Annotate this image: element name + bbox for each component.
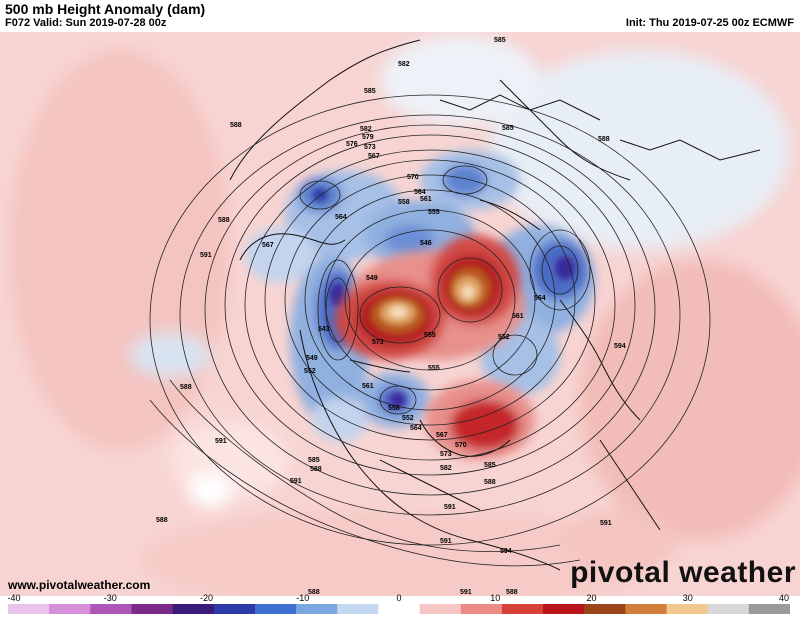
coastlines [229,39,761,571]
height-anomaly-map: 585 582 585 588 582 579 576 573 567 570 … [0,32,800,596]
map-title: 500 mb Height Anomaly (dam) [5,1,206,17]
init-time: Init: Thu 2019-07-25 00z ECMWF [625,17,794,29]
contour-label: 567 [368,153,380,160]
contour-labels: 585 582 585 588 582 579 576 573 567 570 … [156,37,626,596]
contour-label: 573 [364,144,376,151]
brand-logo: pivotal weather [570,556,796,589]
contour-label: 585 [308,457,320,464]
contour-label: 564 [534,295,546,302]
contour-label: 585 [502,125,514,132]
contour-label: 561 [512,313,524,320]
colorbar-swatch [378,604,421,614]
colorbar-tick-label: -10 [296,593,310,603]
contour-label: 552 [498,334,510,341]
contour-label: 588 [310,466,322,473]
colorbar-ticks: -40 -30 -20 -10 0 10 20 30 40 [7,593,790,603]
colorbar-swatch [707,604,750,614]
contour-label: 561 [362,383,374,390]
colorbar-swatch [172,604,215,614]
contour-label: 561 [420,196,432,203]
contour-label: 555 [428,365,440,372]
colorbar-tick-label: 40 [778,593,790,603]
colorbar-tick-label: -20 [199,593,214,603]
contour-label: 594 [614,343,626,350]
colorbar-swatch [543,604,585,614]
colorbar-tick-label: -30 [103,593,117,603]
contour-label: 564 [414,189,426,196]
contour-label: 543 [318,326,330,333]
contour-label: 591 [440,538,452,545]
contour-label: 570 [455,442,467,449]
contour-label: 579 [362,134,374,141]
contour-label: 570 [407,174,419,181]
colorbar-tick-label: 10 [490,593,501,603]
contour-label: 591 [290,478,302,485]
contour-label: 573 [440,451,452,458]
colorbar-swatch [49,604,91,614]
contour-label: 555 [428,209,440,216]
contour-label: 588 [218,217,230,224]
contour-label: 549 [366,275,378,282]
colorbar-tick-label: 0 [396,593,402,603]
colorbar [8,604,790,614]
contour-label: 588 [308,589,320,596]
colorbar-swatch [584,604,626,614]
colorbar-tick-label: -40 [7,593,21,603]
contour-label: 585 [494,37,506,44]
colorbar-swatch [131,604,174,614]
contour-label: 591 [444,504,456,511]
contour-label: 567 [262,242,274,249]
colorbar-tick-label: 30 [682,593,693,603]
colorbar-swatch [213,604,256,614]
contour-label: 564 [335,214,347,221]
height-contours [149,94,711,567]
contour-label: 582 [398,61,410,68]
contour-label: 585 [364,88,376,95]
contour-label: 591 [460,589,472,596]
contour-label: 588 [506,589,518,596]
trough-cores [312,188,575,407]
colorbar-swatch [625,604,668,614]
contour-label: 591 [215,438,227,445]
contour-label: 558 [398,199,410,206]
contour-label: 567 [436,432,448,439]
colorbar-swatch [419,604,462,614]
contour-label: 558 [388,405,400,412]
valid-time: F072 Valid: Sun 2019-07-28 00z [5,17,167,29]
colorbar-swatch [337,604,379,614]
contour-label: 588 [230,122,242,129]
contour-label: 591 [200,252,212,259]
contour-label: 585 [484,462,496,469]
contour-label: 588 [598,136,610,143]
colorbar-swatch [8,604,50,614]
contour-label: 594 [500,548,512,555]
contour-label: 555 [424,332,436,339]
contour-label: 552 [304,368,316,375]
colorbar-swatch [460,604,503,614]
colorbar-swatch [254,604,297,614]
site-url: www.pivotalweather.com [8,578,151,592]
colorbar-tick-label: 20 [586,593,597,603]
contour-label: 588 [180,384,192,391]
header: 500 mb Height Anomaly (dam) F072 Valid: … [0,0,800,32]
contour-label: 591 [600,520,612,527]
contour-label: 588 [484,479,496,486]
contour-label: 576 [346,141,358,148]
colorbar-swatch [90,604,132,614]
contour-label: 573 [372,339,384,346]
contour-label: 582 [360,126,372,133]
ridge-cores [370,266,492,335]
contour-label: 546 [420,240,432,247]
contour-label: 588 [156,517,168,524]
colorbar-swatch [748,604,790,614]
contour-label: 552 [402,415,414,422]
contour-label: 564 [410,425,422,432]
colorbar-swatch [501,604,544,614]
colorbar-swatch [296,604,338,614]
contour-label: 549 [306,355,318,362]
contour-label: 582 [440,465,452,472]
colorbar-swatch [666,604,709,614]
